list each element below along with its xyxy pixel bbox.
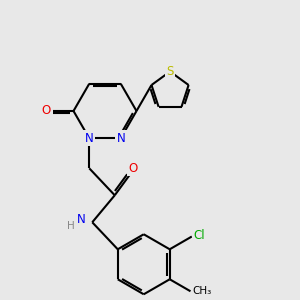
Text: H: H (67, 221, 74, 231)
Text: CH₃: CH₃ (192, 286, 211, 296)
Text: O: O (42, 104, 51, 118)
Text: S: S (167, 65, 174, 78)
Text: Cl: Cl (194, 229, 205, 242)
Text: N: N (116, 132, 125, 145)
Text: N: N (85, 132, 94, 145)
Text: N: N (77, 213, 86, 226)
Text: O: O (128, 162, 137, 175)
